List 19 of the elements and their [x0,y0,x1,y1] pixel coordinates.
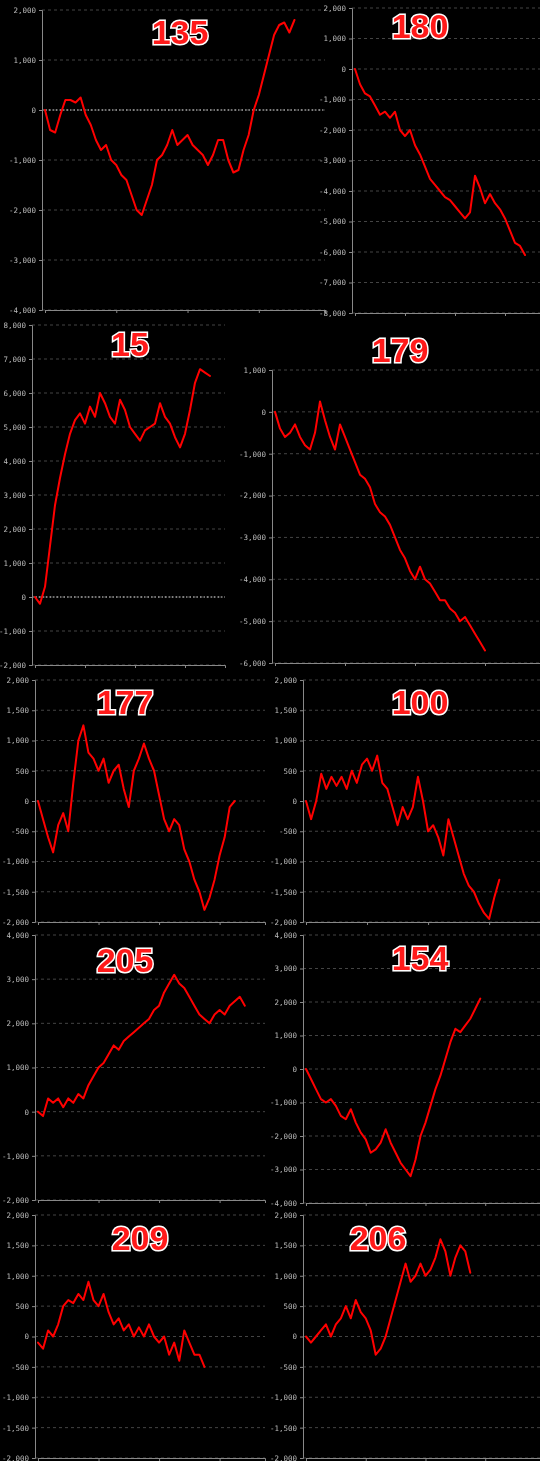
chart-title: 15 [111,325,149,363]
line-series [305,997,482,1178]
chart-title: 154 [391,939,449,977]
chart-title: 209 [111,1219,169,1257]
line-series [305,754,501,920]
line-series [274,400,486,652]
chart-title: 135 [151,13,209,51]
line-series [37,724,236,911]
chart-title: 180 [391,7,449,45]
chart-title: 179 [371,331,429,369]
chart-title: 100 [391,683,449,721]
line-series [34,368,211,605]
line-series [37,1280,206,1368]
line-series [44,19,296,216]
chart-title: 206 [349,1219,407,1257]
line-series [354,68,526,257]
line-series [37,973,246,1118]
chart-title: 205 [96,941,154,979]
chart-title: 177 [96,683,154,721]
